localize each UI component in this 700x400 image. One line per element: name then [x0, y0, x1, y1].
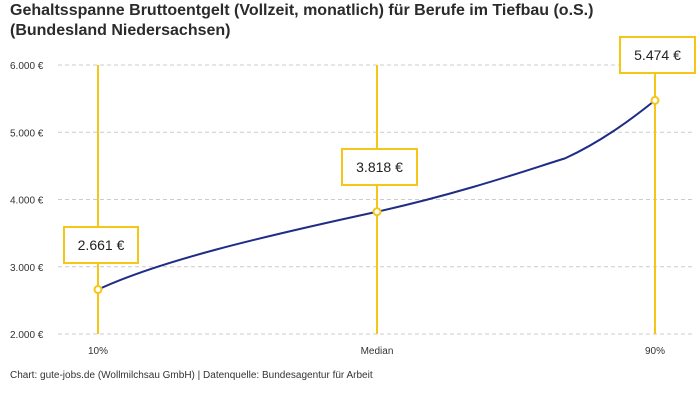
chart-title: Gehaltsspanne Bruttoentgelt (Vollzeit, m… [10, 1, 690, 41]
x-tick-label: Median [361, 346, 394, 357]
y-tick-label: 3.000 € [10, 263, 44, 274]
data-point [93, 285, 103, 295]
data-point [372, 207, 382, 217]
chart-title-line1: Gehaltsspanne Bruttoentgelt (Vollzeit, m… [10, 2, 594, 19]
chart-footer: Chart: gute-jobs.de (Wollmilchsau GmbH) … [10, 370, 373, 381]
data-label: 5.474 € [619, 36, 696, 74]
x-tick-label: 90% [645, 346, 665, 357]
data-label: 2.661 € [63, 226, 139, 264]
chart-title-line2: (Bundesland Niedersachsen) [10, 22, 231, 39]
y-tick-label: 5.000 € [10, 128, 44, 139]
y-tick-label: 6.000 € [10, 61, 44, 72]
data-label: 3.818 € [341, 148, 418, 186]
data-point [650, 95, 660, 105]
y-tick-label: 2.000 € [10, 330, 44, 341]
x-tick-label: 10% [88, 346, 108, 357]
y-tick-label: 4.000 € [10, 196, 44, 207]
series-line [97, 99, 656, 291]
